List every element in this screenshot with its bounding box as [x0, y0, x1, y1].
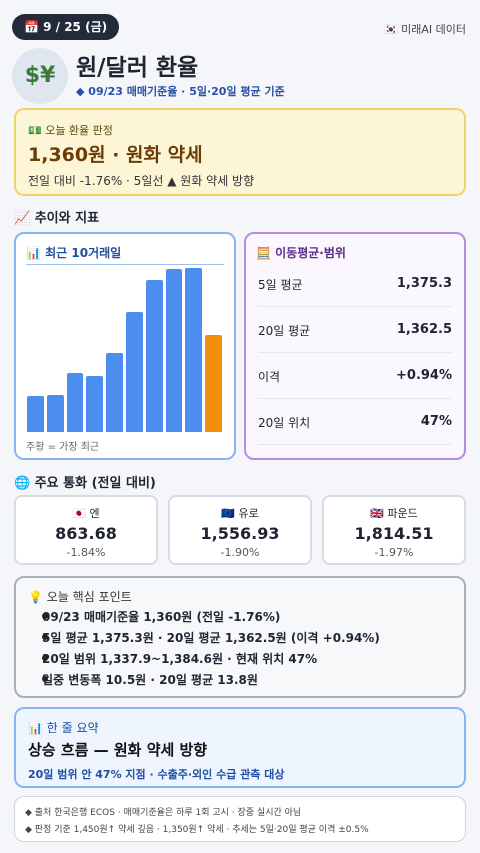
indicator-label: 5일 평균 [258, 278, 303, 292]
point-item: 20일 범위 1,337.9~1,384.6원 · 현재 위치 47% [42, 652, 318, 666]
verdict-headline: 1,360원 · 원화 약세 [28, 144, 203, 166]
verdict-detail: 전일 대비 -1.76% · 5일선 ▲ 원화 약세 방향 [28, 174, 255, 188]
indicator-label: 20일 평균 [258, 324, 311, 338]
currency-name: 🇬🇧 파운드 [370, 507, 418, 520]
verdict-label: 💵 오늘 환율 판정 [28, 124, 113, 137]
points-card: 💡 오늘 핵심 포인트 09/23 매매기준율 1,360원 (전일 -1.76… [14, 576, 466, 698]
trend-card: 📊 최근 10거래일 주황 = 가장 최근 [14, 232, 236, 460]
icon: $¥ [12, 48, 68, 104]
indicator-value: 47% [420, 414, 452, 429]
subtitle: ◆ 09/23 매매기준율 · 5일·20일 평균 기준 [76, 85, 285, 98]
currency-value: 1,556.93 [200, 524, 280, 543]
currency-change: -1.90% [220, 546, 260, 559]
currency-card: 🇯🇵 엔 863.68 -1.84% [14, 495, 158, 565]
title: 원/달러 환율 [76, 55, 199, 81]
summary-detail: 20일 범위 안 47% 지점 · 수출주·외인 수급 관측 대상 [28, 768, 285, 781]
verdict-card: 💵 오늘 환율 판정 1,360원 · 원화 약세 전일 대비 -1.76% ·… [14, 108, 466, 196]
summary-title: 📊 한 줄 요약 [28, 721, 99, 735]
bar [27, 395, 44, 432]
bar [145, 280, 163, 432]
bar [126, 312, 143, 432]
section-title: 📈 추이와 지표 [14, 211, 100, 226]
currency-value: 1,814.51 [354, 524, 434, 543]
source: 🇰🇷 미래AI 데이터 [383, 23, 466, 36]
indicator-value: +0.94% [396, 368, 452, 383]
point-item: 일중 변동폭 10.5원 · 20일 평균 13.8원 [42, 673, 258, 687]
indicator-value: 1,362.5 [396, 322, 452, 337]
bar [165, 269, 183, 432]
indicator-card: 🧮 이동평균·범위 5일 평균 1,375.3 20일 평균 1,362.5 이격 +0.… [244, 232, 466, 460]
currency-card: 🇪🇺 유로 1,556.93 -1.90% [168, 495, 312, 565]
indicator-value: 1,375.3 [396, 276, 452, 291]
trend-note: 주황 = 가장 최근 [26, 442, 100, 453]
indicator-row: 20일 위치 47% [258, 398, 452, 445]
bar [106, 352, 123, 432]
bar-area [26, 268, 224, 432]
indicator-row: 5일 평균 1,375.3 [258, 260, 452, 307]
bar [86, 375, 104, 432]
bar [46, 394, 64, 432]
divider [26, 264, 224, 265]
indicator-row: 이격 +0.94% [258, 352, 452, 399]
point-item: 09/23 매매기준율 1,360원 (전일 -1.76%) [42, 610, 281, 624]
points-list: 09/23 매매기준율 1,360원 (전일 -1.76%) 5일 평균 1,37… [28, 608, 452, 696]
bar [205, 335, 222, 432]
footer-card: ◆ 출처 한국은행 ECOS · 매매기준율은 하루 1회 고시 · 장중 실시… [14, 796, 466, 842]
points-title: 💡 오늘 핵심 포인트 [28, 590, 132, 604]
currency-card: 🇬🇧 파운드 1,814.51 -1.97% [322, 495, 466, 565]
trend-title: 📊 최근 10거래일 [26, 246, 122, 260]
currency-change: -1.84% [66, 546, 106, 559]
indicator-label: 20일 위치 [258, 416, 311, 430]
summary-headline: 상승 흐름 — 원화 약세 방향 [28, 741, 208, 759]
currency-name: 🇪🇺 유로 [221, 507, 259, 520]
currency-change: -1.97% [374, 546, 414, 559]
bar [66, 372, 84, 432]
indicator-row: 20일 평균 1,362.5 [258, 306, 452, 353]
footer-line: ◆ 출처 한국은행 ECOS · 매매기준율은 하루 1회 고시 · 장중 실시… [25, 808, 302, 818]
section-title: 🌐 주요 통화 (전일 대비) [14, 476, 156, 491]
indicator-title: 🧮 이동평균·범위 [256, 246, 346, 260]
summary-card: 📊 한 줄 요약 상승 흐름 — 원화 약세 방향 20일 범위 안 47% 지… [14, 707, 466, 788]
indicator-label: 이격 [258, 370, 281, 384]
currency-value: 863.68 [55, 524, 117, 543]
point-item: 5일 평균 1,375.3원 · 20일 평균 1,362.5원 (이격 +0.… [42, 631, 380, 645]
indicator-rows: 5일 평균 1,375.3 20일 평균 1,362.5 이격 +0.94% 20일 위치 4… [246, 260, 464, 450]
date-pill: 📅 9 / 25 (금) [12, 14, 120, 40]
currency-name: 🇯🇵 엔 [72, 507, 100, 520]
bar [185, 268, 203, 432]
footer-line: ◆ 판정 기준 1,450원↑ 약세 깊음 · 1,350원↑ 약세 · 추세는… [25, 825, 369, 835]
